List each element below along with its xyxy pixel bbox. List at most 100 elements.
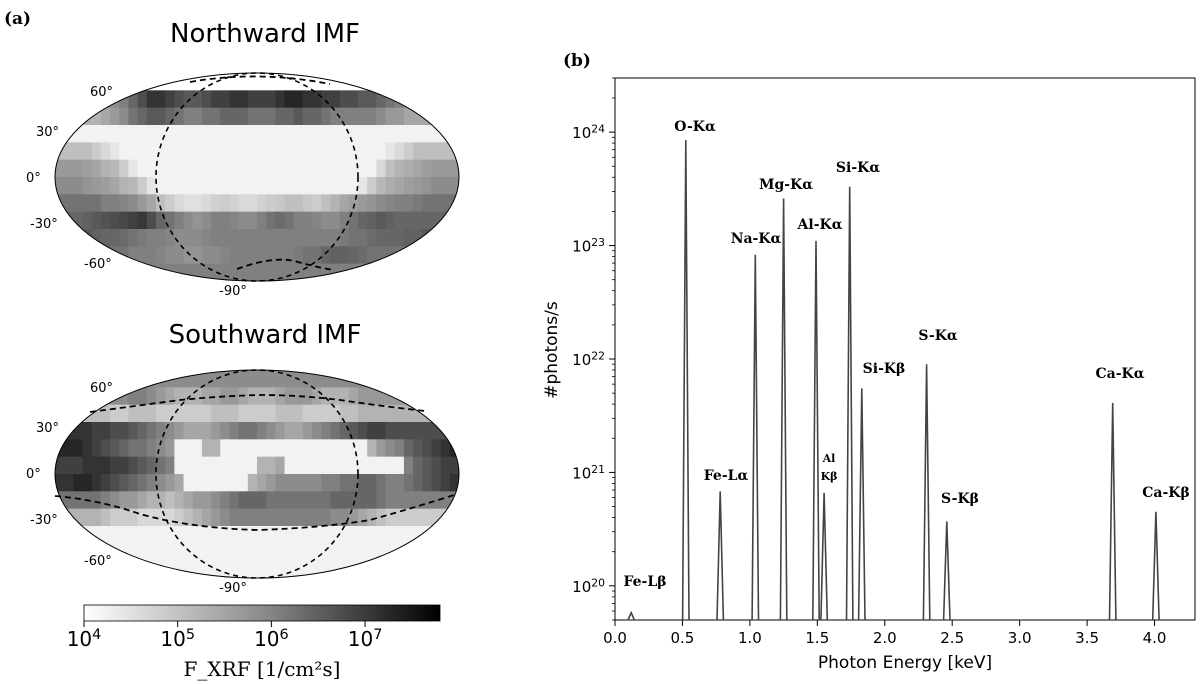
map-cell bbox=[394, 474, 405, 492]
map-cell bbox=[73, 404, 84, 423]
map-cell bbox=[128, 543, 139, 562]
map-cell bbox=[422, 474, 433, 492]
map-cell bbox=[293, 125, 304, 143]
map-cell bbox=[293, 107, 304, 126]
map-cell bbox=[321, 194, 332, 213]
map-cell bbox=[431, 474, 442, 492]
map-cell bbox=[220, 211, 231, 230]
map-cell bbox=[431, 387, 442, 406]
map-cell bbox=[82, 422, 93, 440]
map-cell bbox=[64, 370, 74, 388]
map-cell bbox=[192, 491, 203, 510]
map-cell bbox=[330, 526, 341, 544]
map-cell bbox=[211, 211, 221, 230]
map-cell bbox=[266, 90, 276, 109]
map-cell bbox=[348, 246, 359, 265]
map-cell bbox=[413, 508, 423, 527]
map-cell bbox=[91, 229, 102, 247]
map-cell bbox=[257, 177, 267, 195]
map-cell bbox=[128, 90, 139, 109]
map-cell bbox=[358, 526, 368, 544]
map-cell bbox=[394, 194, 405, 213]
map-cell bbox=[247, 73, 258, 91]
map-cell bbox=[293, 194, 304, 213]
map-cell bbox=[302, 194, 313, 213]
map-cell bbox=[284, 125, 295, 143]
map-cell bbox=[247, 229, 258, 247]
map-title-southward: Southward IMF bbox=[169, 320, 362, 350]
map-cell bbox=[165, 387, 175, 406]
map-cell bbox=[293, 439, 304, 458]
map-cell bbox=[440, 194, 451, 213]
map-cell bbox=[321, 508, 332, 527]
x-tick-label: 4.0 bbox=[1143, 629, 1167, 647]
map-cell bbox=[385, 560, 396, 578]
map-cell bbox=[348, 456, 359, 475]
peak-label: S-Kα bbox=[918, 328, 958, 344]
map-cell bbox=[257, 422, 267, 440]
map-cell bbox=[257, 194, 267, 213]
map-cell bbox=[229, 142, 240, 161]
y-tick-label: 1023 bbox=[572, 236, 605, 255]
map-cell bbox=[165, 194, 175, 213]
map-cell bbox=[119, 177, 130, 195]
map-cell bbox=[119, 560, 130, 578]
map-cell bbox=[165, 159, 175, 178]
map-cell bbox=[165, 543, 175, 562]
map-cell bbox=[275, 439, 286, 458]
map-cell bbox=[312, 560, 322, 578]
map-cell bbox=[422, 560, 433, 578]
map-cell bbox=[330, 474, 341, 492]
y-tick-label: 1024 bbox=[572, 123, 605, 142]
map-cell bbox=[330, 439, 341, 458]
colorbar bbox=[83, 604, 441, 622]
map-cell bbox=[321, 90, 332, 109]
map-cell bbox=[165, 474, 175, 492]
map-cell bbox=[137, 456, 148, 475]
map-cell bbox=[165, 211, 175, 230]
map-cell bbox=[275, 508, 286, 527]
map-cell bbox=[174, 125, 185, 143]
map-cell bbox=[440, 159, 451, 178]
map-cell bbox=[137, 491, 148, 510]
map-cell bbox=[330, 370, 341, 388]
map-cell bbox=[449, 263, 459, 281]
map-cell bbox=[229, 125, 240, 143]
map-cell bbox=[82, 456, 93, 475]
map-cell bbox=[174, 194, 185, 213]
map-cell bbox=[422, 491, 433, 510]
map-cell bbox=[330, 404, 341, 423]
map-cell bbox=[257, 456, 267, 475]
map-cell bbox=[201, 526, 212, 544]
map-cell bbox=[238, 142, 249, 161]
peak-line bbox=[820, 492, 829, 621]
map-cell bbox=[238, 246, 249, 265]
map-cell bbox=[275, 404, 286, 423]
map-cell bbox=[128, 246, 139, 265]
y-axis-label: #photons/s bbox=[542, 301, 562, 399]
map-cell bbox=[330, 107, 341, 126]
map-cell bbox=[284, 159, 295, 178]
map-cell bbox=[422, 125, 433, 143]
map-cell bbox=[110, 211, 120, 230]
map-cell bbox=[119, 125, 130, 143]
map-cell bbox=[403, 439, 414, 458]
map-cell bbox=[128, 439, 139, 458]
map-cell bbox=[238, 491, 249, 510]
map-cells bbox=[55, 370, 459, 578]
spectrum-peaks: Fe-Lβ O-Kα Fe-Lα Na-Kα Mg-Kα Al-Kα Al Kβ Si-Kα Si… bbox=[623, 119, 1190, 621]
map-cell bbox=[321, 404, 332, 423]
map-title-northward: Northward IMF bbox=[170, 19, 360, 49]
map-cell bbox=[183, 90, 194, 109]
map-cell bbox=[156, 142, 166, 161]
map-cell bbox=[211, 90, 221, 109]
map-cell bbox=[312, 370, 322, 388]
map-cell bbox=[146, 526, 157, 544]
map-cell bbox=[312, 387, 322, 406]
map-cell bbox=[284, 370, 295, 388]
map-cell bbox=[413, 211, 423, 230]
map-cell bbox=[431, 508, 442, 527]
map-cell bbox=[275, 560, 286, 578]
map-cell bbox=[376, 387, 387, 406]
peak-label: Fe-Lα bbox=[704, 468, 749, 484]
